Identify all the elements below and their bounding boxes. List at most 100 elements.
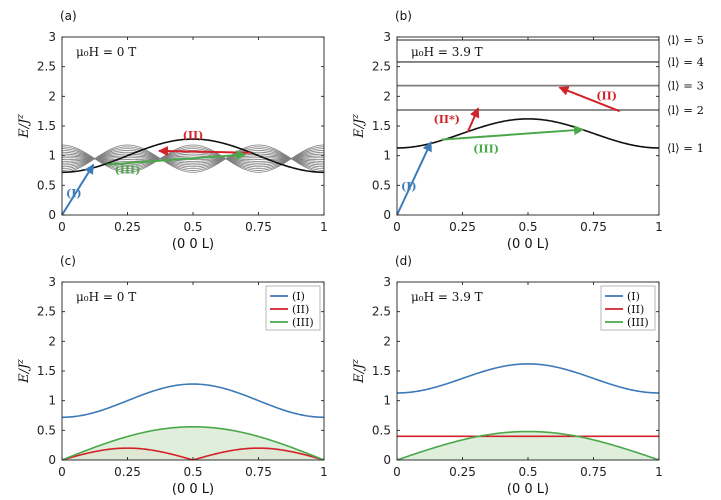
y-tick-label: 0.5 bbox=[372, 423, 391, 437]
x-axis-label: (0 0 L) bbox=[172, 482, 214, 497]
continuum-curve bbox=[62, 150, 324, 168]
arrow-label: (III) bbox=[473, 143, 499, 156]
y-axis-label-sup: z bbox=[351, 114, 361, 120]
continuum-curve bbox=[62, 144, 324, 173]
continuum-curve bbox=[62, 144, 324, 173]
continuum-curve bbox=[62, 153, 324, 164]
series-line-1 bbox=[397, 363, 659, 394]
panel-label: (b) bbox=[395, 9, 412, 23]
y-tick-label: 3 bbox=[383, 30, 391, 44]
legend-entry: (III) bbox=[292, 316, 314, 329]
y-tick-label: 2 bbox=[48, 334, 56, 348]
legend-entry: (I) bbox=[292, 290, 305, 303]
y-tick-label: 0.5 bbox=[37, 178, 56, 192]
x-tick-label: 0.25 bbox=[449, 220, 476, 234]
x-tick-label: 0.5 bbox=[518, 220, 537, 234]
y-tick-label: 2.5 bbox=[372, 305, 391, 319]
x-tick-label: 0 bbox=[393, 465, 401, 479]
series-line-1 bbox=[62, 383, 324, 419]
y-tick-label: 0.5 bbox=[37, 423, 56, 437]
x-tick-label: 0.25 bbox=[114, 465, 141, 479]
level-label: ⟨l⟩ = 1 bbox=[667, 141, 704, 155]
series-line-3 bbox=[62, 425, 324, 460]
x-axis-label: (0 0 L) bbox=[172, 237, 214, 252]
y-axis-label-main: E/J bbox=[352, 363, 367, 384]
x-tick-label: 0.5 bbox=[183, 220, 202, 234]
arrow-label: (I) bbox=[401, 180, 417, 193]
continuum-curve bbox=[62, 153, 324, 164]
y-tick-label: 2 bbox=[383, 89, 391, 103]
y-tick-label: 2.5 bbox=[372, 60, 391, 74]
y-tick-label: 0 bbox=[48, 453, 56, 467]
level-label: ⟨l⟩ = 4 bbox=[667, 55, 704, 69]
legend-entry: (II) bbox=[292, 303, 309, 316]
panel-c: (c) 0 0.25 0.5 0.75 1 0 0.5 1 1.5 2 2.5 3 (0 0 L) E/Jz… bbox=[16, 254, 328, 497]
arrow-b-1 bbox=[396, 141, 432, 216]
x-tick-label: 1 bbox=[320, 465, 328, 479]
arrow-label: (III) bbox=[115, 163, 141, 176]
plot-area bbox=[62, 138, 324, 174]
y-axis-label-main: E/J bbox=[17, 118, 32, 139]
arrow-b-4 bbox=[441, 125, 585, 141]
y-tick-label: 2 bbox=[383, 334, 391, 348]
plot-area bbox=[397, 363, 659, 460]
y-tick-label: 0 bbox=[48, 208, 56, 222]
legend: (I)(II)(III) bbox=[600, 285, 656, 331]
arrow-b-2 bbox=[466, 107, 480, 133]
panel-label: (c) bbox=[60, 254, 76, 268]
arrow-a-1 bbox=[61, 163, 95, 216]
y-axis-label: E/Jz bbox=[16, 359, 32, 384]
x-tick-label: 0.5 bbox=[518, 465, 537, 479]
continuum-curve bbox=[62, 157, 324, 160]
x-tick-label: 0 bbox=[58, 465, 66, 479]
x-tick-label: 0.25 bbox=[114, 220, 141, 234]
legend-entry: (II) bbox=[627, 303, 644, 316]
x-axis-label: (0 0 L) bbox=[507, 482, 549, 497]
series-line-3 bbox=[397, 430, 659, 460]
continuum-curve bbox=[62, 146, 324, 171]
field-label: μ₀H = 3.9 T bbox=[411, 45, 483, 59]
y-tick-label: 2.5 bbox=[37, 60, 56, 74]
y-tick-label: 1.5 bbox=[372, 119, 391, 133]
x-tick-label: 0 bbox=[393, 220, 401, 234]
x-tick-label: 0.75 bbox=[245, 465, 272, 479]
panel-b: (b) (I) (II*) (II) (III) 0 0.25 0.5 0.75 1 0 0.5 1 1.… bbox=[351, 9, 704, 252]
field-label: μ₀H = 3.9 T bbox=[411, 290, 483, 304]
y-tick-label: 1 bbox=[48, 394, 56, 408]
y-tick-label: 0 bbox=[383, 453, 391, 467]
series-line-2 bbox=[62, 447, 324, 460]
arrow-label: (II*) bbox=[434, 113, 460, 126]
y-axis-label: E/Jz bbox=[351, 114, 367, 139]
y-tick-label: 3 bbox=[48, 275, 56, 289]
y-tick-label: 1 bbox=[383, 394, 391, 408]
continuum-curve bbox=[62, 150, 324, 168]
y-tick-label: 1.5 bbox=[37, 364, 56, 378]
x-tick-label: 0.25 bbox=[449, 465, 476, 479]
continuum-curve bbox=[62, 148, 324, 170]
x-tick-label: 0.75 bbox=[580, 220, 607, 234]
x-tick-label: 0 bbox=[58, 220, 66, 234]
panel-label: (d) bbox=[395, 254, 412, 268]
plot-area bbox=[62, 383, 324, 460]
arrow-a-3 bbox=[106, 150, 247, 166]
arrow-label: (I) bbox=[66, 187, 82, 200]
y-tick-label: 3 bbox=[383, 275, 391, 289]
y-tick-label: 1 bbox=[383, 149, 391, 163]
series-fill-3 bbox=[62, 426, 324, 460]
level-label: ⟨l⟩ = 2 bbox=[667, 103, 704, 117]
y-axis-label-main: E/J bbox=[17, 363, 32, 384]
y-tick-label: 0 bbox=[383, 208, 391, 222]
level-label: ⟨l⟩ = 3 bbox=[667, 79, 704, 93]
series-line-1 bbox=[62, 138, 324, 174]
level-label: ⟨l⟩ = 5 bbox=[667, 33, 704, 47]
continuum-curve bbox=[62, 155, 324, 162]
y-tick-label: 3 bbox=[48, 30, 56, 44]
y-axis-label-sup: z bbox=[16, 359, 26, 365]
y-tick-label: 0.5 bbox=[372, 178, 391, 192]
legend-entry: (I) bbox=[627, 290, 640, 303]
y-axis-label: E/Jz bbox=[16, 114, 32, 139]
legend: (I)(II)(III) bbox=[265, 285, 321, 331]
x-tick-label: 1 bbox=[655, 220, 663, 234]
x-axis-label: (0 0 L) bbox=[507, 237, 549, 252]
arrow-a-2 bbox=[157, 146, 251, 157]
